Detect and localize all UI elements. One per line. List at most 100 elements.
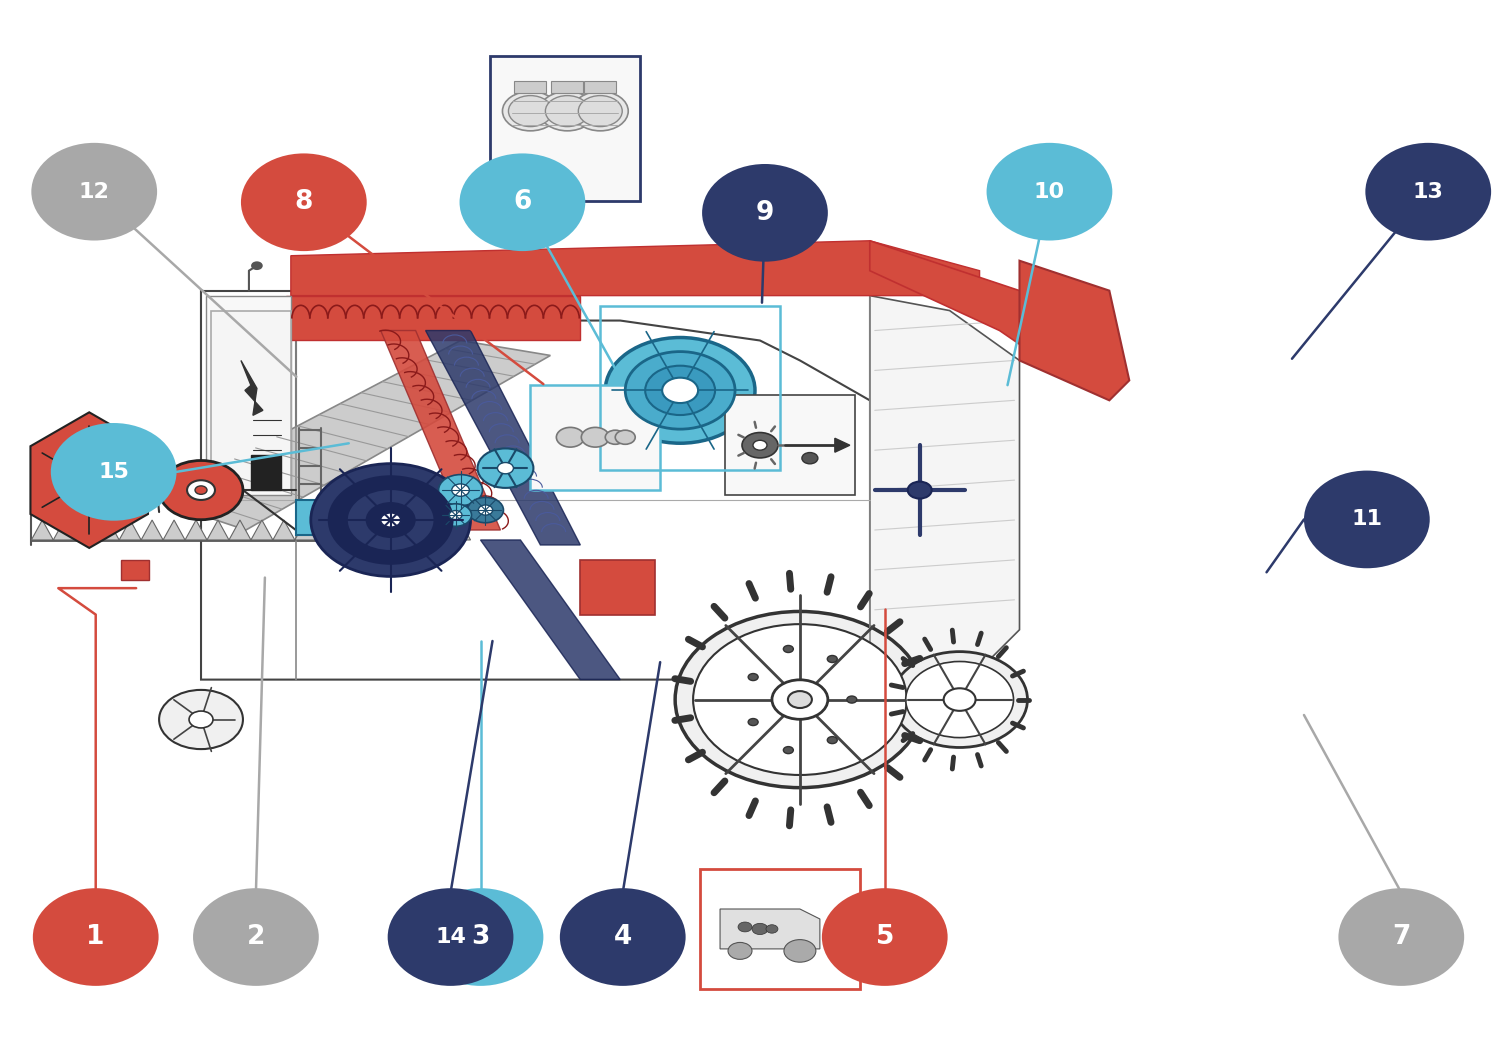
Text: 11: 11	[1352, 510, 1383, 529]
Polygon shape	[242, 360, 262, 416]
Circle shape	[346, 489, 435, 551]
Polygon shape	[201, 290, 930, 679]
Polygon shape	[490, 56, 640, 200]
Ellipse shape	[459, 154, 585, 251]
Polygon shape	[230, 520, 251, 540]
Circle shape	[159, 460, 243, 519]
Ellipse shape	[33, 888, 159, 986]
Circle shape	[693, 624, 906, 775]
Polygon shape	[531, 386, 660, 490]
Ellipse shape	[32, 143, 158, 241]
Circle shape	[772, 679, 828, 720]
Ellipse shape	[1338, 888, 1464, 986]
Circle shape	[645, 366, 716, 416]
Circle shape	[802, 453, 818, 464]
Circle shape	[438, 475, 483, 506]
Polygon shape	[251, 520, 273, 540]
Polygon shape	[156, 340, 550, 530]
Ellipse shape	[417, 888, 543, 986]
Polygon shape	[30, 412, 148, 548]
Text: 15: 15	[98, 462, 129, 482]
Polygon shape	[426, 520, 448, 540]
Text: 9: 9	[756, 200, 774, 226]
Text: 4: 4	[614, 924, 632, 950]
Text: 13: 13	[1413, 181, 1443, 201]
Circle shape	[783, 646, 794, 653]
Ellipse shape	[702, 164, 828, 262]
Circle shape	[766, 924, 778, 933]
Circle shape	[662, 377, 698, 403]
Ellipse shape	[987, 143, 1113, 241]
Polygon shape	[291, 241, 980, 296]
Polygon shape	[381, 331, 501, 530]
Circle shape	[906, 661, 1014, 738]
Polygon shape	[251, 455, 280, 490]
Circle shape	[477, 448, 534, 488]
Circle shape	[748, 673, 758, 681]
Circle shape	[582, 427, 609, 447]
Circle shape	[908, 481, 932, 498]
Polygon shape	[339, 520, 360, 540]
Circle shape	[509, 95, 552, 126]
Polygon shape	[118, 520, 141, 540]
Circle shape	[626, 352, 735, 429]
Circle shape	[944, 688, 975, 711]
Polygon shape	[207, 520, 230, 540]
Polygon shape	[122, 560, 148, 580]
Circle shape	[742, 432, 778, 458]
Circle shape	[366, 504, 414, 537]
Polygon shape	[201, 290, 296, 500]
Circle shape	[503, 91, 558, 130]
Text: 7: 7	[1392, 924, 1410, 950]
Circle shape	[847, 696, 856, 703]
Circle shape	[448, 511, 462, 519]
Circle shape	[783, 746, 794, 754]
Circle shape	[452, 484, 470, 496]
Circle shape	[556, 427, 585, 447]
Polygon shape	[273, 520, 296, 540]
Circle shape	[546, 95, 590, 126]
Polygon shape	[32, 520, 54, 540]
Polygon shape	[836, 438, 850, 453]
Polygon shape	[206, 296, 291, 495]
Circle shape	[69, 466, 110, 494]
Circle shape	[675, 612, 924, 788]
Polygon shape	[870, 241, 1100, 386]
Circle shape	[159, 690, 243, 749]
Ellipse shape	[387, 888, 513, 986]
Text: 10: 10	[1034, 181, 1065, 201]
Circle shape	[188, 480, 214, 500]
Polygon shape	[286, 296, 580, 340]
Polygon shape	[700, 869, 859, 989]
Polygon shape	[1020, 261, 1130, 401]
Polygon shape	[426, 331, 580, 545]
Text: 6: 6	[513, 190, 531, 215]
Circle shape	[828, 737, 837, 744]
Circle shape	[788, 691, 812, 708]
Text: 3: 3	[471, 924, 489, 950]
Ellipse shape	[1365, 143, 1491, 241]
Circle shape	[615, 430, 634, 444]
Circle shape	[328, 476, 453, 564]
Circle shape	[468, 497, 504, 523]
Circle shape	[310, 463, 471, 577]
Circle shape	[579, 95, 622, 126]
Circle shape	[728, 942, 752, 959]
Polygon shape	[552, 82, 584, 93]
Circle shape	[748, 719, 758, 726]
Polygon shape	[480, 540, 620, 679]
Circle shape	[606, 337, 754, 443]
Polygon shape	[164, 520, 184, 540]
Ellipse shape	[560, 888, 686, 986]
Text: 1: 1	[87, 924, 105, 950]
Ellipse shape	[51, 423, 177, 520]
Circle shape	[540, 91, 596, 130]
Ellipse shape	[1304, 471, 1430, 568]
Polygon shape	[98, 520, 118, 540]
Circle shape	[498, 462, 513, 474]
Circle shape	[195, 485, 207, 494]
Polygon shape	[141, 520, 164, 540]
Circle shape	[440, 504, 471, 527]
Circle shape	[752, 923, 768, 935]
Circle shape	[738, 922, 752, 932]
